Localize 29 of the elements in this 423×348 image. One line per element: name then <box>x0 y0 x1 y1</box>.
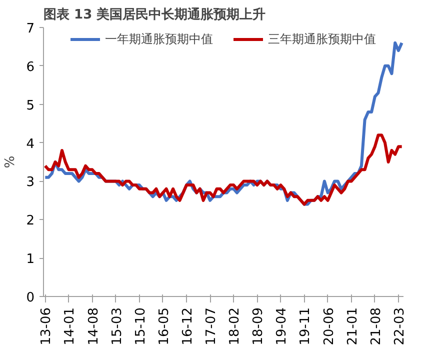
x-tick-label: 13-06 <box>39 307 54 346</box>
line-series <box>44 134 404 206</box>
x-tick-label: 15-03 <box>110 307 125 346</box>
x-tick-label: 19-04 <box>274 307 290 346</box>
y-tick-label: 2 <box>26 214 35 229</box>
x-tick-label: 22-03 <box>392 307 408 346</box>
chart-title: 图表 13 美国居民中长期通胀预期上升 <box>44 6 266 22</box>
x-tick-label: 16-12 <box>180 307 196 346</box>
y-axis-title: % <box>3 156 18 168</box>
x-tick-label: 16-05 <box>156 307 172 346</box>
x-tick-label: 18-09 <box>251 307 266 346</box>
y-tick-label: 1 <box>26 252 35 268</box>
x-tick-label: 15-10 <box>133 307 148 346</box>
x-tick-label: 14-08 <box>86 307 102 346</box>
x-tick-label: 17-07 <box>204 307 220 346</box>
y-tick-label: 6 <box>26 60 35 75</box>
x-tick-label: 14-01 <box>62 307 78 346</box>
x-tick-label: 21-08 <box>368 307 384 346</box>
x-tick-label: 20-06 <box>322 307 337 346</box>
legend-label: 三年期通胀预期中值 <box>268 30 376 48</box>
y-tick-label: 3 <box>26 175 35 190</box>
y-tick-label: 5 <box>26 98 35 114</box>
x-tick-label: 19-11 <box>298 307 314 346</box>
x-tick-label: 21-01 <box>345 307 360 346</box>
legend-label: 一年期通胀预期中值 <box>105 30 213 48</box>
y-tick-label: 4 <box>26 136 35 152</box>
y-tick-label: 0 <box>26 290 35 306</box>
y-tick-label: 7 <box>26 22 35 36</box>
x-tick-label: 18-02 <box>228 307 243 346</box>
